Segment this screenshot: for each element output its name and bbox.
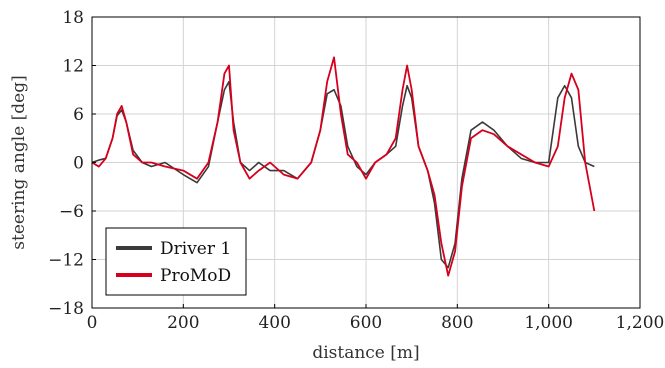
x-tick-label: 0 xyxy=(87,313,98,333)
legend: Driver 1 ProMoD xyxy=(105,227,247,296)
y-tick-label: −12 xyxy=(48,251,84,271)
x-tick-label: 1,200 xyxy=(616,313,665,333)
y-tick-label: 18 xyxy=(62,8,84,28)
legend-label-driver-1: Driver 1 xyxy=(160,239,231,259)
y-tick-label: 0 xyxy=(73,154,84,174)
x-tick-label: 800 xyxy=(441,313,473,333)
legend-label-promod: ProMoD xyxy=(160,266,231,286)
series-line-promod xyxy=(92,56,596,277)
y-tick-label: 6 xyxy=(73,105,84,125)
x-axis-title: distance [m] xyxy=(312,343,419,363)
y-tick-label: −18 xyxy=(48,299,84,319)
x-tick-label: 400 xyxy=(258,313,290,333)
legend-box xyxy=(105,227,247,296)
x-tick-label: 600 xyxy=(350,313,382,333)
y-tick-label: 12 xyxy=(62,57,84,77)
data-series xyxy=(92,56,596,277)
x-tick-label: 1,000 xyxy=(524,313,573,333)
x-tick-label: 200 xyxy=(167,313,199,333)
axis-ticks: 0 200 400 600 800 1,000 1,200 −18 −12 −6 0 6 12 18 xyxy=(48,8,664,333)
y-tick-label: −6 xyxy=(59,202,84,222)
y-axis-title: steering angle [deg] xyxy=(9,75,29,249)
